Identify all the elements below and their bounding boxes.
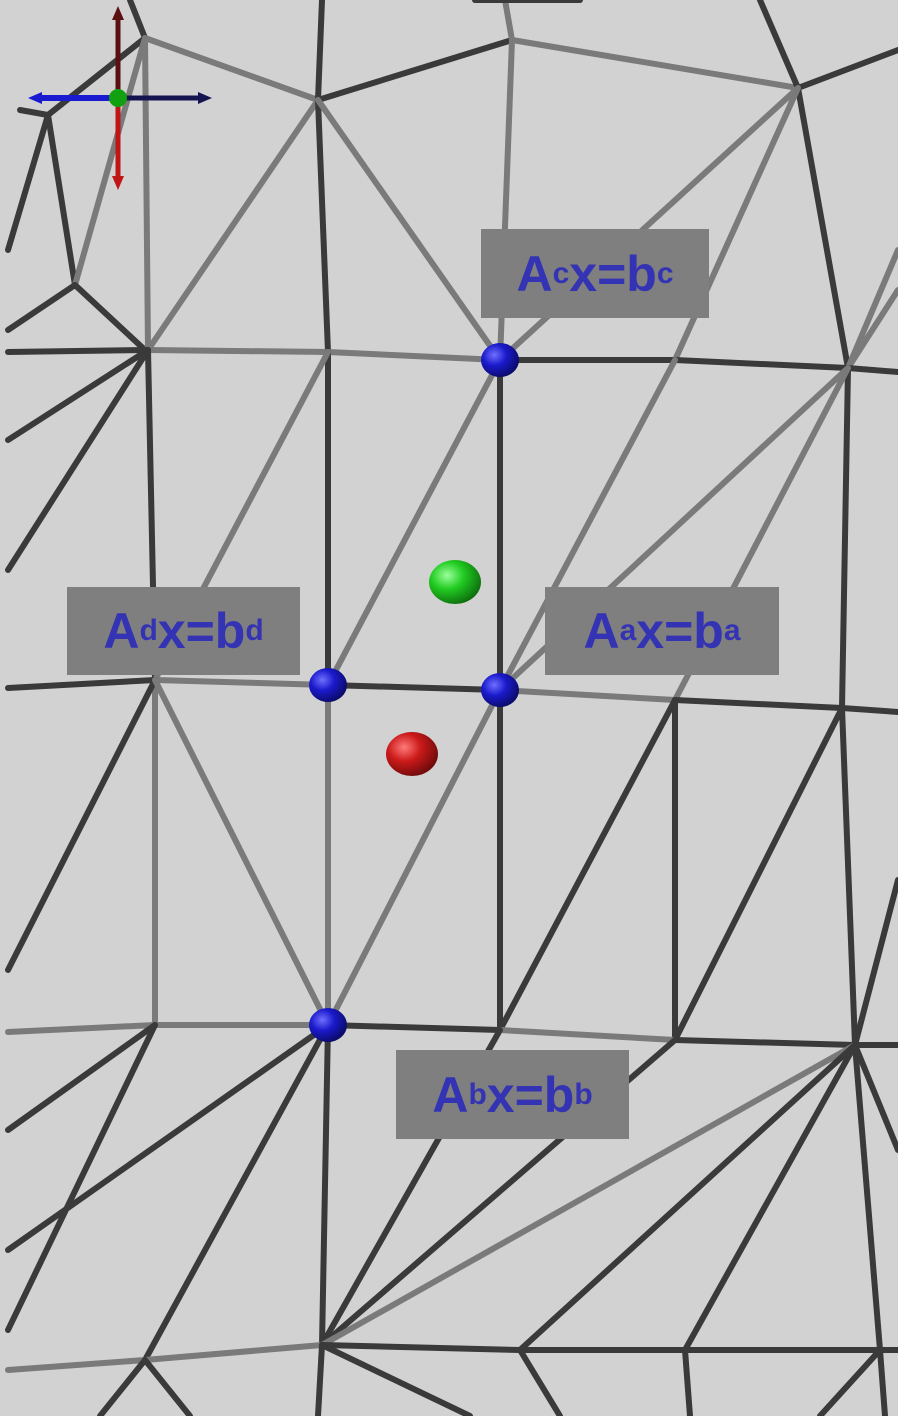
label-c-mid: x=b [569, 249, 657, 299]
mesh-edge [20, 110, 48, 115]
mesh-edge [675, 708, 842, 1040]
mesh-edge [848, 368, 898, 372]
mesh-edge [675, 1040, 855, 1045]
mesh-edge [500, 700, 675, 1030]
mesh-edge [855, 880, 898, 1045]
mesh-edge [8, 115, 48, 250]
mesh-edge [500, 690, 675, 700]
mesh-edge [8, 680, 155, 688]
mesh-edge [145, 1345, 322, 1360]
mesh-edge [148, 100, 318, 350]
mesh-edge [798, 88, 848, 368]
mesh-edge [130, 0, 145, 38]
mesh-edge [318, 100, 328, 352]
label-d-main: A [103, 606, 139, 656]
mesh-edge [328, 360, 500, 685]
mesh-edge [322, 1345, 520, 1350]
mesh-edge [500, 1030, 675, 1040]
mesh-edge [798, 50, 898, 88]
label-d-mid: x=b [158, 606, 246, 656]
mesh-edge [8, 1025, 328, 1250]
mesh-edge [842, 368, 848, 708]
label-a-mid: x=b [636, 606, 724, 656]
vertex-a-blue-sphere-icon[interactable] [481, 673, 519, 707]
mesh-edge [8, 350, 148, 440]
mesh-edge [145, 1025, 328, 1360]
mesh-edge [148, 350, 328, 352]
label-a-main: A [583, 606, 619, 656]
mesh-edge [318, 1345, 322, 1416]
mesh-edge [880, 1350, 885, 1416]
mesh-edge [760, 0, 798, 88]
mesh-edge [842, 708, 855, 1045]
mesh-edge [100, 1360, 145, 1416]
mesh-edge [8, 1025, 155, 1330]
mesh-edge [48, 38, 145, 115]
mesh-edge [322, 1025, 328, 1345]
mesh-edge [328, 685, 500, 690]
green-sphere-icon[interactable] [429, 560, 481, 604]
mesh-edge [155, 680, 328, 1025]
mesh-edge [8, 1360, 145, 1370]
mesh-edge [675, 88, 798, 360]
mesh-edge [512, 40, 798, 88]
vertex-d-blue-sphere-icon[interactable] [309, 668, 347, 702]
mesh-edge [155, 680, 328, 685]
mesh-edge [145, 38, 148, 350]
vertex-c-blue-sphere-icon[interactable] [481, 343, 519, 377]
mesh-edge [8, 285, 75, 330]
mesh-edge [48, 115, 75, 285]
mesh-edge [500, 88, 798, 360]
markers [309, 343, 519, 1042]
mesh-edge [75, 38, 145, 285]
label-b-mid: x=b [487, 1070, 575, 1120]
mesh-edge [8, 680, 155, 970]
mesh-edge [322, 1345, 470, 1416]
mesh-edge [685, 1350, 690, 1416]
label-b-main: A [432, 1070, 468, 1120]
mesh-edges [8, 0, 898, 1416]
mesh-edge [318, 40, 512, 100]
mesh-edge [842, 708, 898, 712]
mesh-edge [318, 0, 322, 100]
mesh-edge [328, 352, 500, 360]
mesh-edge [328, 1025, 500, 1030]
mesh-edge [820, 1350, 880, 1416]
mesh-edge [145, 1360, 190, 1416]
red-sphere-icon[interactable] [386, 732, 438, 776]
mesh-edge [145, 38, 318, 100]
mesh-edge [848, 250, 898, 368]
mesh-edge [505, 0, 512, 40]
vertex-b-blue-sphere-icon[interactable] [309, 1008, 347, 1042]
mesh-edge [675, 700, 842, 708]
mesh-edge [675, 360, 848, 368]
label-c-main: A [516, 249, 552, 299]
mesh-edge [75, 285, 145, 350]
mesh-edge [8, 1025, 155, 1032]
mesh-edge [8, 350, 148, 352]
mesh-edge [318, 100, 500, 360]
mesh-edge [520, 1350, 560, 1416]
mesh-edge [8, 350, 148, 570]
